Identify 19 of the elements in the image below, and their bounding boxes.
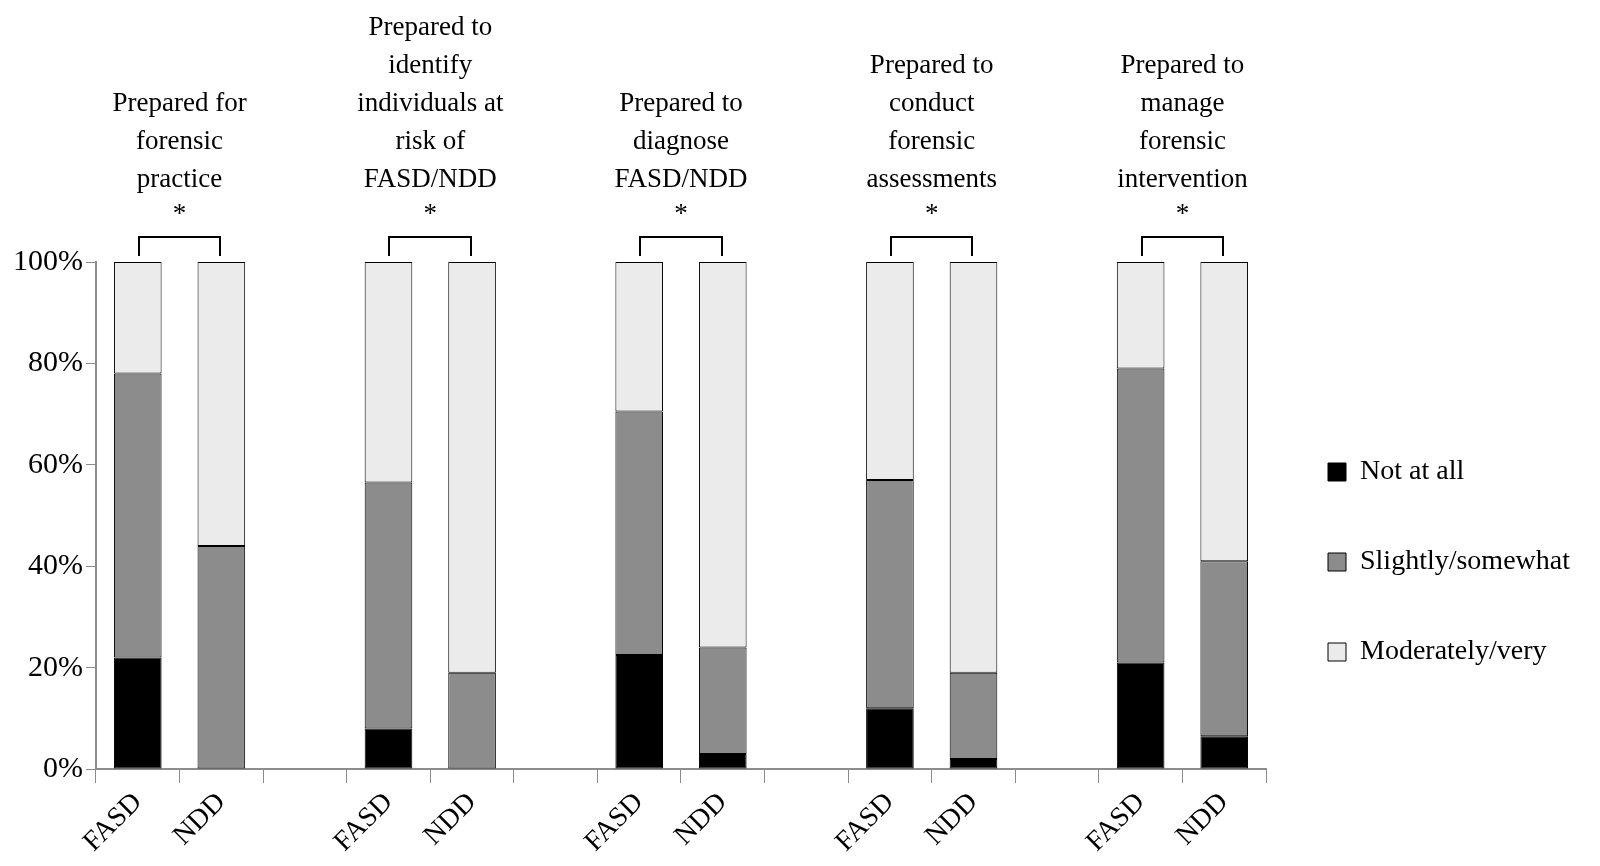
- text: Prepared to identify individuals at risk of FASD/NDD: [357, 11, 504, 193]
- text: Prepared to manage forensic intervention: [1117, 49, 1249, 193]
- text: *: [423, 198, 438, 228]
- legend-label: Slightly/somewhat: [1360, 544, 1571, 576]
- text: *: [674, 198, 688, 228]
- y-tick-label: 0%: [42, 749, 83, 783]
- y-tick-label: 100%: [12, 242, 83, 276]
- legend-label: Not at all: [1360, 454, 1465, 486]
- text: Prepared to diagnose FASD/NDD: [614, 87, 748, 193]
- y-tick-label: 80%: [27, 344, 83, 378]
- legend-label: Moderately/very: [1360, 634, 1547, 666]
- text: Prepared for forensic practice: [112, 87, 247, 193]
- text: *: [1175, 198, 1190, 228]
- y-tick-label: 20%: [27, 648, 83, 682]
- y-tick-label: 60%: [27, 445, 83, 479]
- text: *: [924, 198, 939, 228]
- y-tick-label: 40%: [27, 547, 83, 581]
- text: Prepared to conduct forensic assessments: [866, 49, 997, 193]
- text: *: [172, 198, 187, 228]
